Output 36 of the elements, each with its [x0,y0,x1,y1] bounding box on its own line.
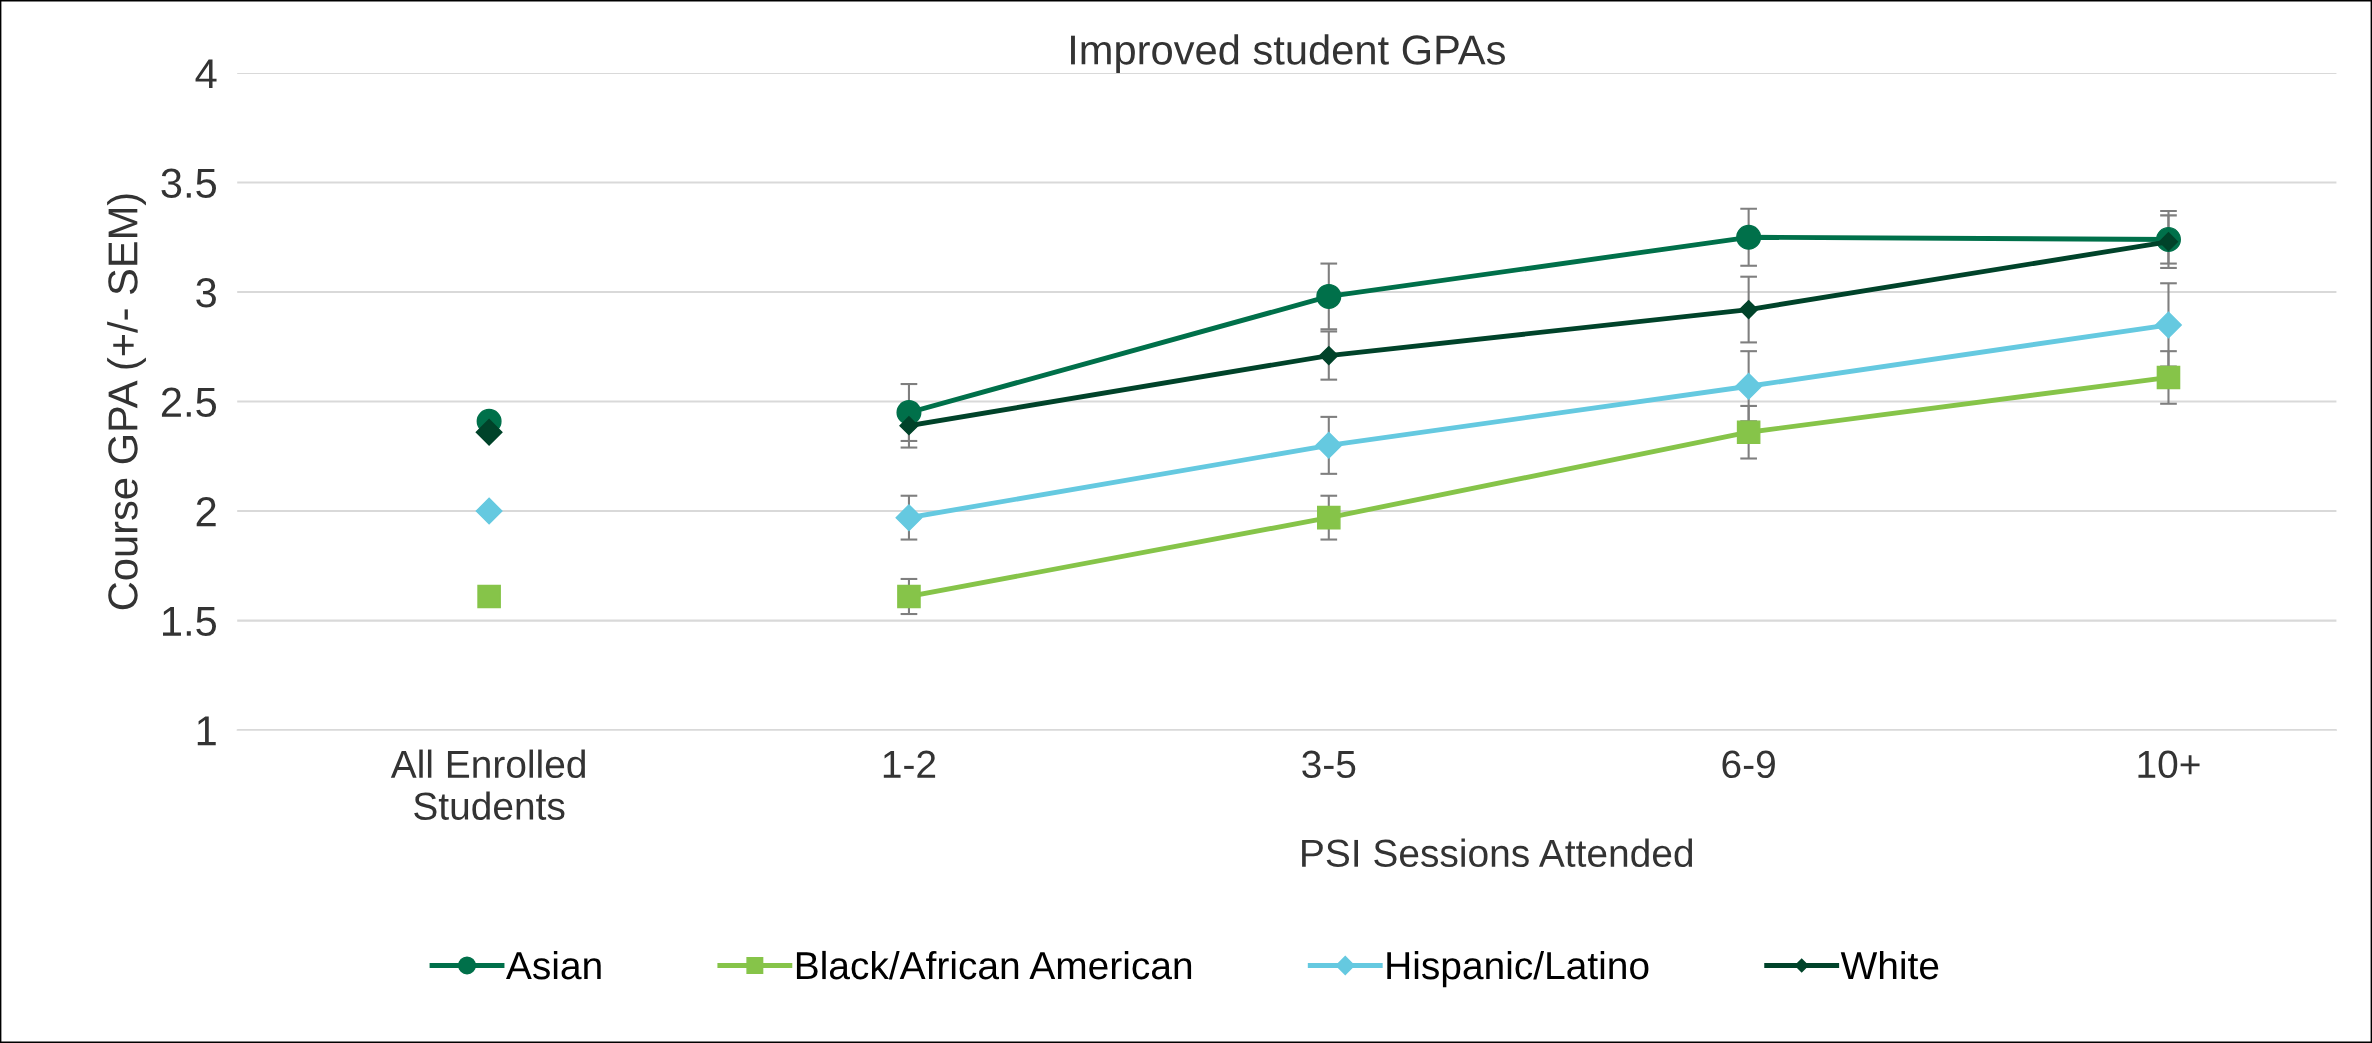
point [475,418,503,446]
x-tick-label: 3-5 [1302,750,1356,779]
legend-label: Asian [505,950,601,980]
x-axis-title: PSI Sessions Attended [1302,838,1693,868]
x-tick-label: 6-9 [1722,750,1775,779]
point [1316,283,1342,309]
y-tick-label: 4 [195,59,217,89]
y-tick-label: 1 [197,716,216,746]
point [897,584,921,609]
point [2158,232,2179,252]
point [1316,505,1341,530]
legend-label: Black/African American [796,950,1192,980]
point [1319,345,1339,366]
y-tick-label: 2 [196,497,216,527]
x-tick-label: All Enrolled Students [390,749,585,820]
y-tick-label: 3.5 [161,168,217,199]
point [1315,431,1343,459]
point [2155,311,2182,339]
chart-title: Improved student GPAs [1071,34,1505,74]
point [895,504,923,532]
point [2156,365,2181,390]
x-tick-label: 1-2 [883,750,936,778]
point [1736,224,1762,250]
point [1736,420,1761,445]
point [477,584,501,609]
legend-label: White [1840,950,1939,980]
y-axis-title: Course GPA (+/- SEM) [107,194,146,610]
legend-label: Hispanic/Latino [1387,950,1649,988]
point [1739,299,1759,320]
point [475,497,503,525]
point [1735,372,1763,400]
y-tick-label: 1.5 [163,607,217,637]
x-tick-label: 10+ [2138,750,2200,779]
point [899,416,919,436]
y-tick-label: 3 [196,278,216,308]
y-tick-label: 2.5 [161,387,217,418]
